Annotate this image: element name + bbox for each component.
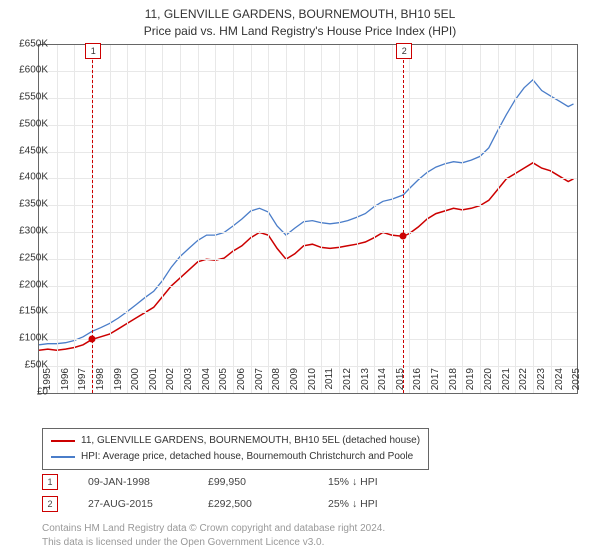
y-tick-label: £300K <box>19 225 48 236</box>
arrow-down-icon: ↓ <box>352 498 357 510</box>
x-tick-label: 2014 <box>377 368 388 398</box>
sale-marker-dot-1 <box>89 336 96 343</box>
y-tick-label: £100K <box>19 333 48 344</box>
footer-line2: This data is licensed under the Open Gov… <box>42 536 385 550</box>
x-tick-label: 2006 <box>236 368 247 398</box>
event-delta-2: 25% ↓ HPI <box>328 498 418 510</box>
sale-marker-line-2 <box>403 45 404 393</box>
y-tick-label: £550K <box>19 92 48 103</box>
x-tick-label: 1999 <box>113 368 124 398</box>
x-tick-label: 2019 <box>465 368 476 398</box>
x-tick-label: 2011 <box>324 368 335 398</box>
sale-marker-dot-2 <box>400 232 407 239</box>
legend-item-hpi: HPI: Average price, detached house, Bour… <box>51 449 420 465</box>
chart-area: 12 £0£50K£100K£150K£200K£250K£300K£350K£… <box>34 44 594 424</box>
title-line2: Price paid vs. HM Land Registry's House … <box>0 23 600 40</box>
y-tick-label: £350K <box>19 199 48 210</box>
x-tick-label: 2020 <box>483 368 494 398</box>
x-tick-label: 2016 <box>412 368 423 398</box>
events-table: 1 09-JAN-1998 £99,950 15% ↓ HPI 2 27-AUG… <box>42 474 418 518</box>
y-tick-label: £250K <box>19 252 48 263</box>
x-tick-label: 2000 <box>130 368 141 398</box>
plot-area: 12 <box>38 44 578 394</box>
y-tick-label: £500K <box>19 118 48 129</box>
event-date-1: 09-JAN-1998 <box>88 476 178 488</box>
y-tick-label: £150K <box>19 306 48 317</box>
x-tick-label: 2018 <box>448 368 459 398</box>
sale-marker-box-2: 2 <box>396 43 412 59</box>
event-price-1: £99,950 <box>208 476 298 488</box>
series-hpi <box>39 79 574 344</box>
x-tick-label: 2025 <box>571 368 582 398</box>
arrow-down-icon: ↓ <box>352 476 357 488</box>
legend-swatch-hpi <box>51 456 75 458</box>
series-svg <box>39 45 577 393</box>
x-tick-label: 2002 <box>165 368 176 398</box>
x-tick-label: 2003 <box>183 368 194 398</box>
x-tick-label: 1997 <box>77 368 88 398</box>
x-tick-label: 2022 <box>518 368 529 398</box>
event-marker-1: 1 <box>42 474 58 490</box>
x-tick-label: 2005 <box>218 368 229 398</box>
event-row-2: 2 27-AUG-2015 £292,500 25% ↓ HPI <box>42 496 418 512</box>
footer-attribution: Contains HM Land Registry data © Crown c… <box>42 522 385 550</box>
event-row-1: 1 09-JAN-1998 £99,950 15% ↓ HPI <box>42 474 418 490</box>
x-tick-label: 1995 <box>42 368 53 398</box>
x-tick-label: 2007 <box>254 368 265 398</box>
x-tick-label: 2009 <box>289 368 300 398</box>
x-tick-label: 2021 <box>501 368 512 398</box>
chart-container: 11, GLENVILLE GARDENS, BOURNEMOUTH, BH10… <box>0 0 600 560</box>
y-tick-label: £450K <box>19 145 48 156</box>
event-price-2: £292,500 <box>208 498 298 510</box>
x-tick-label: 2008 <box>271 368 282 398</box>
legend-label-property: 11, GLENVILLE GARDENS, BOURNEMOUTH, BH10… <box>81 433 420 449</box>
x-tick-label: 2015 <box>395 368 406 398</box>
x-tick-label: 2010 <box>307 368 318 398</box>
legend: 11, GLENVILLE GARDENS, BOURNEMOUTH, BH10… <box>42 428 429 470</box>
x-tick-label: 2023 <box>536 368 547 398</box>
event-marker-2: 2 <box>42 496 58 512</box>
chart-title: 11, GLENVILLE GARDENS, BOURNEMOUTH, BH10… <box>0 0 600 40</box>
legend-label-hpi: HPI: Average price, detached house, Bour… <box>81 449 413 465</box>
sale-marker-box-1: 1 <box>85 43 101 59</box>
event-date-2: 27-AUG-2015 <box>88 498 178 510</box>
legend-swatch-property <box>51 440 75 442</box>
x-tick-label: 2004 <box>201 368 212 398</box>
y-tick-label: £650K <box>19 38 48 49</box>
x-tick-label: 2012 <box>342 368 353 398</box>
y-tick-label: £600K <box>19 65 48 76</box>
series-property <box>39 162 574 349</box>
x-tick-label: 2024 <box>554 368 565 398</box>
x-tick-label: 2017 <box>430 368 441 398</box>
x-tick-label: 2013 <box>360 368 371 398</box>
x-tick-label: 1998 <box>95 368 106 398</box>
title-line1: 11, GLENVILLE GARDENS, BOURNEMOUTH, BH10… <box>0 6 600 23</box>
legend-item-property: 11, GLENVILLE GARDENS, BOURNEMOUTH, BH10… <box>51 433 420 449</box>
event-delta-1: 15% ↓ HPI <box>328 476 418 488</box>
y-tick-label: £400K <box>19 172 48 183</box>
y-tick-label: £200K <box>19 279 48 290</box>
footer-line1: Contains HM Land Registry data © Crown c… <box>42 522 385 536</box>
x-tick-label: 2001 <box>148 368 159 398</box>
x-tick-label: 1996 <box>60 368 71 398</box>
